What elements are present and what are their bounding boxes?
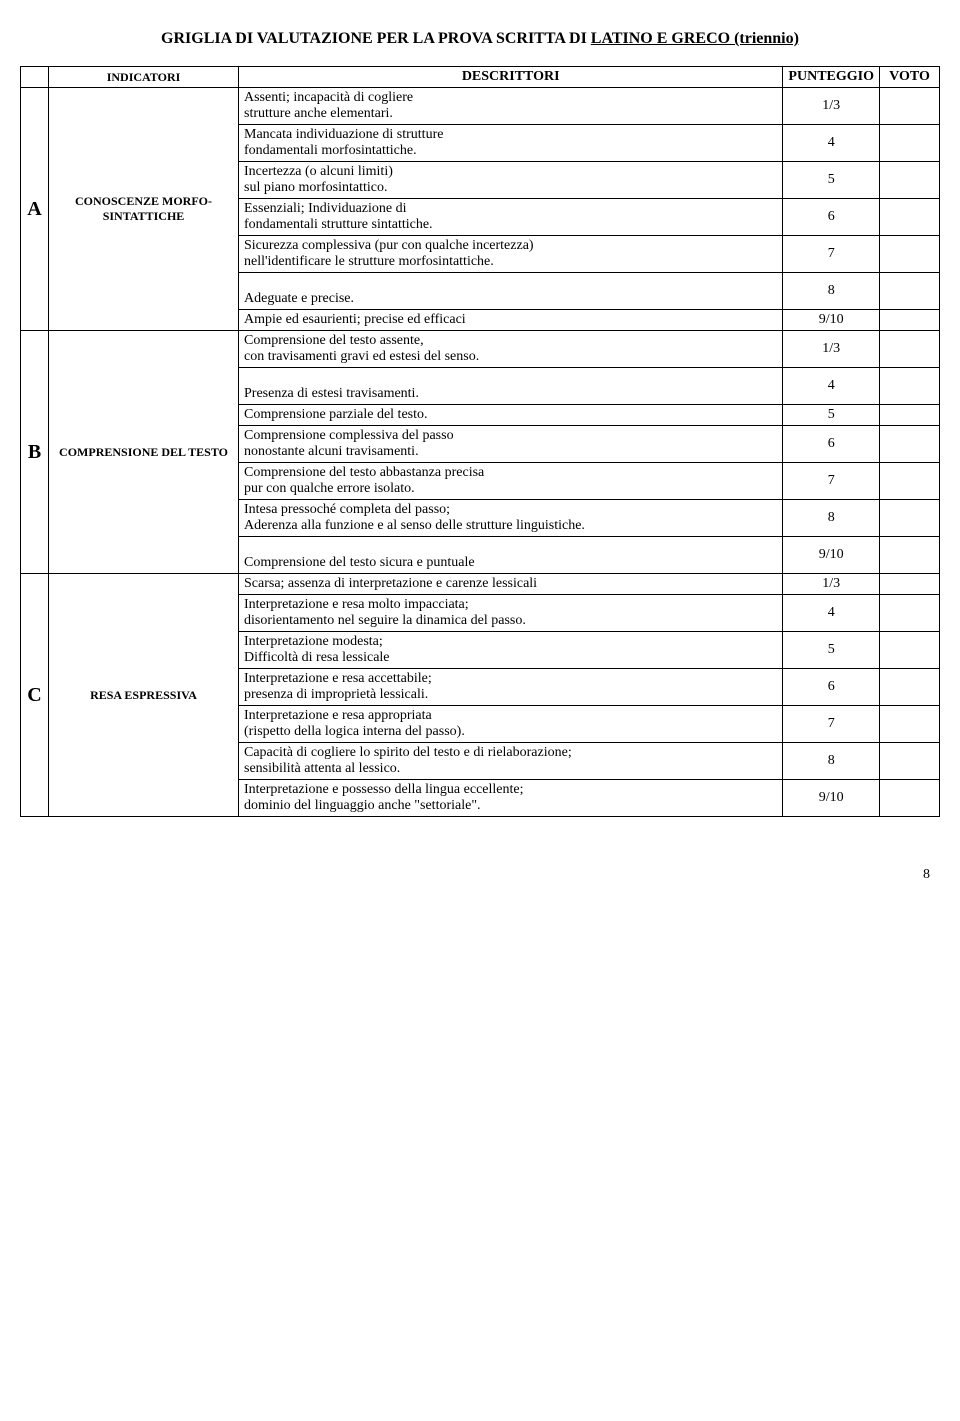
table-row: ACONOSCENZE MORFO-SINTATTICHEAssenti; in… xyxy=(21,88,940,125)
descrittore-cell: Adeguate e precise. xyxy=(239,273,783,310)
voto-cell xyxy=(880,574,940,595)
punteggio-cell: 1/3 xyxy=(783,574,880,595)
voto-cell xyxy=(880,273,940,310)
punteggio-cell: 4 xyxy=(783,595,880,632)
title-underlined: LATINO E GRECO (triennio) xyxy=(591,30,799,47)
page-title: GRIGLIA DI VALUTAZIONE PER LA PROVA SCRI… xyxy=(20,30,940,48)
descrittore-cell: Interpretazione e resa appropriata (risp… xyxy=(239,706,783,743)
section-id: A xyxy=(21,88,49,331)
descrittore-cell: Mancata individuazione di strutture fond… xyxy=(239,125,783,162)
descrittore-cell: Comprensione complessiva del passo nonos… xyxy=(239,426,783,463)
descrittore-cell: Interpretazione e possesso della lingua … xyxy=(239,780,783,817)
voto-cell xyxy=(880,199,940,236)
descrittore-cell: Presenza di estesi travisamenti. xyxy=(239,368,783,405)
indicatore-cell: COMPRENSIONE DEL TESTO xyxy=(49,331,239,574)
voto-cell xyxy=(880,632,940,669)
voto-cell xyxy=(880,780,940,817)
descrittore-cell: Interpretazione e resa accettabile; pres… xyxy=(239,669,783,706)
punteggio-cell: 5 xyxy=(783,632,880,669)
section-id: B xyxy=(21,331,49,574)
rubric-table: INDICATORI DESCRITTORI PUNTEGGIO VOTO AC… xyxy=(20,66,940,817)
descrittore-cell: Sicurezza complessiva (pur con qualche i… xyxy=(239,236,783,273)
voto-cell xyxy=(880,537,940,574)
descrittore-cell: Incertezza (o alcuni limiti) sul piano m… xyxy=(239,162,783,199)
punteggio-cell: 7 xyxy=(783,236,880,273)
punteggio-cell: 6 xyxy=(783,426,880,463)
header-blank xyxy=(21,67,49,88)
punteggio-cell: 5 xyxy=(783,162,880,199)
voto-cell xyxy=(880,368,940,405)
descrittore-cell: Ampie ed esaurienti; precise ed efficaci xyxy=(239,310,783,331)
voto-cell xyxy=(880,331,940,368)
punteggio-cell: 1/3 xyxy=(783,331,880,368)
table-row: BCOMPRENSIONE DEL TESTOComprensione del … xyxy=(21,331,940,368)
descrittore-cell: Comprensione parziale del testo. xyxy=(239,405,783,426)
voto-cell xyxy=(880,595,940,632)
table-row: CRESA ESPRESSIVAScarsa; assenza di inter… xyxy=(21,574,940,595)
header-punteggio: PUNTEGGIO xyxy=(783,67,880,88)
descrittore-cell: Intesa pressoché completa del passo; Ade… xyxy=(239,500,783,537)
voto-cell xyxy=(880,88,940,125)
punteggio-cell: 8 xyxy=(783,500,880,537)
header-row: INDICATORI DESCRITTORI PUNTEGGIO VOTO xyxy=(21,67,940,88)
voto-cell xyxy=(880,125,940,162)
punteggio-cell: 6 xyxy=(783,199,880,236)
punteggio-cell: 6 xyxy=(783,669,880,706)
punteggio-cell: 9/10 xyxy=(783,310,880,331)
punteggio-cell: 5 xyxy=(783,405,880,426)
title-prefix: GRIGLIA DI VALUTAZIONE PER LA PROVA SCRI… xyxy=(161,30,591,47)
punteggio-cell: 4 xyxy=(783,368,880,405)
descrittore-cell: Comprensione del testo sicura e puntuale xyxy=(239,537,783,574)
descrittore-cell: Assenti; incapacità di cogliere struttur… xyxy=(239,88,783,125)
descrittore-cell: Comprensione del testo abbastanza precis… xyxy=(239,463,783,500)
punteggio-cell: 9/10 xyxy=(783,537,880,574)
voto-cell xyxy=(880,463,940,500)
punteggio-cell: 1/3 xyxy=(783,88,880,125)
header-indicatori: INDICATORI xyxy=(49,67,239,88)
page-number: 8 xyxy=(20,867,940,883)
punteggio-cell: 7 xyxy=(783,706,880,743)
punteggio-cell: 8 xyxy=(783,273,880,310)
voto-cell xyxy=(880,500,940,537)
descrittore-cell: Interpretazione e resa molto impacciata;… xyxy=(239,595,783,632)
indicatore-cell: RESA ESPRESSIVA xyxy=(49,574,239,817)
voto-cell xyxy=(880,405,940,426)
header-descrittori: DESCRITTORI xyxy=(239,67,783,88)
punteggio-cell: 9/10 xyxy=(783,780,880,817)
punteggio-cell: 7 xyxy=(783,463,880,500)
punteggio-cell: 4 xyxy=(783,125,880,162)
section-id: C xyxy=(21,574,49,817)
voto-cell xyxy=(880,706,940,743)
descrittore-cell: Interpretazione modesta; Difficoltà di r… xyxy=(239,632,783,669)
descrittore-cell: Essenziali; Individuazione di fondamenta… xyxy=(239,199,783,236)
header-voto: VOTO xyxy=(880,67,940,88)
indicatore-cell: CONOSCENZE MORFO-SINTATTICHE xyxy=(49,88,239,331)
voto-cell xyxy=(880,310,940,331)
punteggio-cell: 8 xyxy=(783,743,880,780)
voto-cell xyxy=(880,162,940,199)
voto-cell xyxy=(880,426,940,463)
voto-cell xyxy=(880,669,940,706)
voto-cell xyxy=(880,743,940,780)
descrittore-cell: Scarsa; assenza di interpretazione e car… xyxy=(239,574,783,595)
descrittore-cell: Capacità di cogliere lo spirito del test… xyxy=(239,743,783,780)
voto-cell xyxy=(880,236,940,273)
descrittore-cell: Comprensione del testo assente, con trav… xyxy=(239,331,783,368)
